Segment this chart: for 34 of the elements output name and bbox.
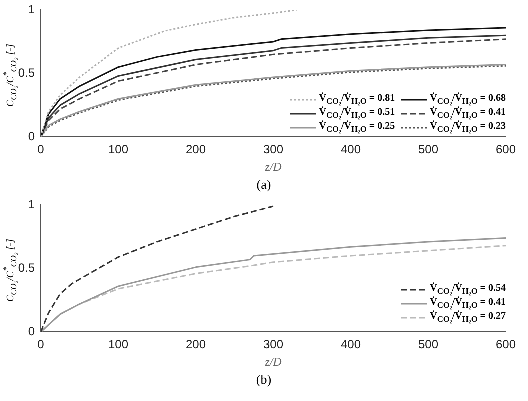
x-axis-title: z/D: [264, 354, 282, 369]
legend-label: V̇$_{CO₂}$/V̇$_{H₂O}$ = 0.41: [430, 107, 506, 120]
legend-label: V̇$_{CO₂}$/V̇$_{H₂O}$ = 0.23: [430, 121, 506, 134]
legend-label: V̇$_{CO₂}$/V̇$_{H₂O}$ = 0.41: [430, 297, 506, 310]
x-tick-label: 600: [496, 142, 516, 157]
x-tick-label: 200: [186, 142, 206, 157]
y-tick-label: 0: [28, 130, 36, 144]
x-tick-label: 500: [418, 142, 439, 157]
x-tick-label: 400: [340, 142, 362, 157]
x-tick-label: 300: [263, 142, 284, 157]
text: (a): [256, 177, 272, 193]
x-tick-label: 300: [263, 338, 284, 352]
legend-label: V̇$_{CO₂}$/V̇$_{H₂O}$ = 0.54: [430, 283, 506, 296]
x-tick-label: 0: [38, 142, 45, 157]
x-tick-label: 600: [496, 338, 516, 352]
x-tick-label: 100: [108, 142, 129, 157]
legend-label: V̇$_{CO₂}$/V̇$_{H₂O}$ = 0.27: [430, 311, 506, 324]
x-axis-title: z/D: [264, 160, 282, 174]
text: (b): [255, 372, 273, 388]
y-tick-label: 1: [28, 2, 36, 17]
legend-label: V̇$_{CO₂}$/V̇$_{H₂O}$ = 0.81: [319, 93, 396, 106]
y-tick-label: 0.5: [18, 66, 36, 80]
y-tick-label: 0: [28, 324, 36, 339]
y-tick-label: 1: [28, 198, 36, 212]
x-tick-label: 0: [38, 338, 45, 352]
legend-label: V̇$_{CO₂}$/V̇$_{H₂O}$ = 0.25: [319, 121, 396, 134]
x-tick-label: 100: [108, 338, 129, 352]
x-tick-label: 200: [186, 338, 206, 352]
legend-label: V̇$_{CO₂}$/V̇$_{H₂O}$ = 0.51: [319, 107, 396, 120]
x-tick-label: 400: [340, 338, 362, 352]
line-series: [41, 10, 298, 138]
x-tick-label: 500: [418, 338, 439, 352]
legend-label: V̇$_{CO₂}$/V̇$_{H₂O}$ = 0.68: [430, 93, 506, 106]
y-tick-label: 0.5: [18, 261, 36, 276]
